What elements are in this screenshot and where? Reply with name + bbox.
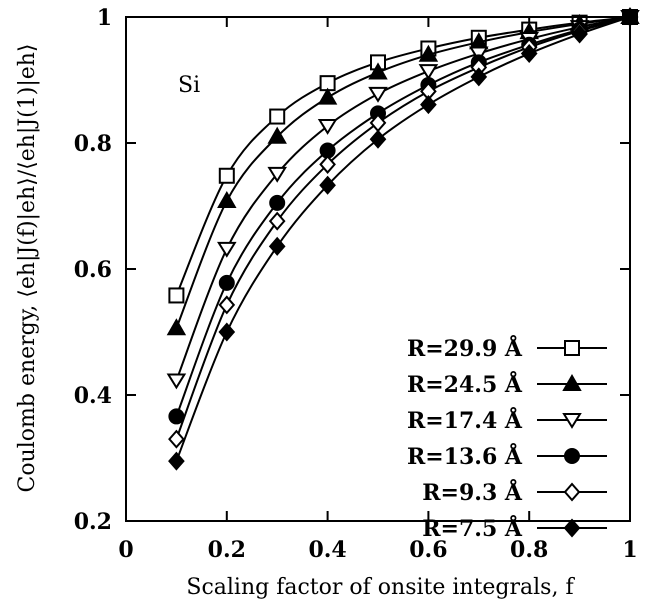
data-point bbox=[168, 408, 185, 425]
y-axis-title: Coulomb energy, ⟨eh|J(f)|eh⟩/⟨eh|J(1)|eh… bbox=[15, 43, 40, 492]
data-point bbox=[217, 190, 237, 208]
y-tick-label: 0.6 bbox=[74, 257, 112, 283]
y-tick-label: 1 bbox=[97, 5, 112, 31]
data-point bbox=[168, 287, 185, 304]
legend-label: R=7.5 Å bbox=[422, 515, 523, 542]
data-point bbox=[166, 318, 187, 336]
legend-marker bbox=[562, 413, 582, 429]
series-layer bbox=[166, 6, 640, 471]
legend-label: R=29.9 Å bbox=[407, 335, 523, 362]
data-point bbox=[168, 451, 185, 471]
annotation-label: Si bbox=[178, 73, 200, 98]
legend-label: R=13.6 Å bbox=[407, 443, 523, 470]
data-point bbox=[418, 64, 439, 81]
data-point bbox=[319, 154, 336, 174]
series-3 bbox=[168, 9, 638, 425]
data-point bbox=[368, 86, 388, 103]
data-point bbox=[420, 95, 437, 115]
series-line bbox=[175, 16, 631, 440]
legend-entry: R=24.5 Å bbox=[407, 371, 607, 398]
legend-entry: R=29.9 Å bbox=[407, 335, 607, 362]
data-point bbox=[269, 194, 286, 211]
data-point bbox=[418, 44, 439, 62]
data-point bbox=[218, 274, 235, 291]
series-line bbox=[175, 16, 631, 329]
y-tick-label: 0.8 bbox=[74, 131, 112, 157]
x-tick-label: 0.4 bbox=[308, 537, 346, 563]
x-tick-label: 0.2 bbox=[208, 537, 246, 563]
data-point bbox=[218, 167, 235, 184]
data-point bbox=[267, 166, 287, 183]
y-tick-label: 0.2 bbox=[74, 509, 112, 535]
legend-marker bbox=[564, 340, 580, 356]
data-point bbox=[268, 211, 286, 231]
data-point bbox=[369, 129, 387, 149]
legend-marker bbox=[564, 448, 580, 464]
legend-marker bbox=[563, 518, 581, 538]
series-5 bbox=[168, 7, 639, 471]
series-line bbox=[175, 16, 631, 462]
x-tick-label: 1 bbox=[622, 537, 637, 563]
data-point bbox=[571, 24, 588, 44]
data-point bbox=[470, 67, 488, 87]
data-point bbox=[368, 62, 388, 80]
x-axis-title-text: Scaling factor of onsite integrals, f bbox=[186, 575, 575, 600]
legend: R=29.9 Å R=24.5 Å R=17.4 Å R=13.6 Å R=9.3 Å R… bbox=[407, 335, 607, 542]
legend-entry: R=17.4 Å bbox=[407, 407, 607, 434]
legend-label: R=17.4 Å bbox=[407, 407, 523, 434]
data-point bbox=[217, 241, 237, 258]
series-line bbox=[175, 16, 631, 296]
series-1 bbox=[166, 6, 640, 336]
data-point bbox=[218, 322, 236, 342]
data-point bbox=[168, 429, 185, 449]
data-point bbox=[166, 373, 187, 390]
x-tick-label: 0 bbox=[118, 537, 133, 563]
legend-label: R=24.5 Å bbox=[407, 371, 523, 398]
plot-frame bbox=[125, 16, 631, 522]
y-tick-label: 0.4 bbox=[74, 383, 112, 409]
legend-marker bbox=[562, 373, 582, 391]
data-point bbox=[268, 236, 286, 256]
data-point bbox=[520, 44, 538, 64]
x-tick-label: 0.6 bbox=[409, 537, 447, 563]
legend-entry: R=7.5 Å bbox=[422, 515, 607, 542]
legend-entry: R=9.3 Å bbox=[422, 479, 607, 506]
series-4 bbox=[168, 7, 639, 449]
data-point bbox=[319, 175, 336, 195]
x-tick-label: 0.8 bbox=[510, 537, 548, 563]
data-point bbox=[469, 46, 489, 63]
x-axis-title: Scaling factor of onsite integrals, f bbox=[186, 575, 575, 600]
data-point bbox=[317, 118, 338, 135]
series-2 bbox=[166, 10, 640, 390]
legend-marker bbox=[563, 482, 581, 502]
ticks-layer: 0 0.2 0.4 0.6 0.8 10.20.40.60.81 bbox=[74, 5, 638, 563]
data-point bbox=[218, 295, 236, 315]
legend-label: R=9.3 Å bbox=[422, 479, 523, 506]
data-point bbox=[269, 108, 286, 125]
legend-entry: R=13.6 Å bbox=[407, 443, 607, 470]
data-point bbox=[267, 126, 287, 144]
data-point bbox=[317, 87, 338, 105]
series-line bbox=[175, 16, 631, 381]
